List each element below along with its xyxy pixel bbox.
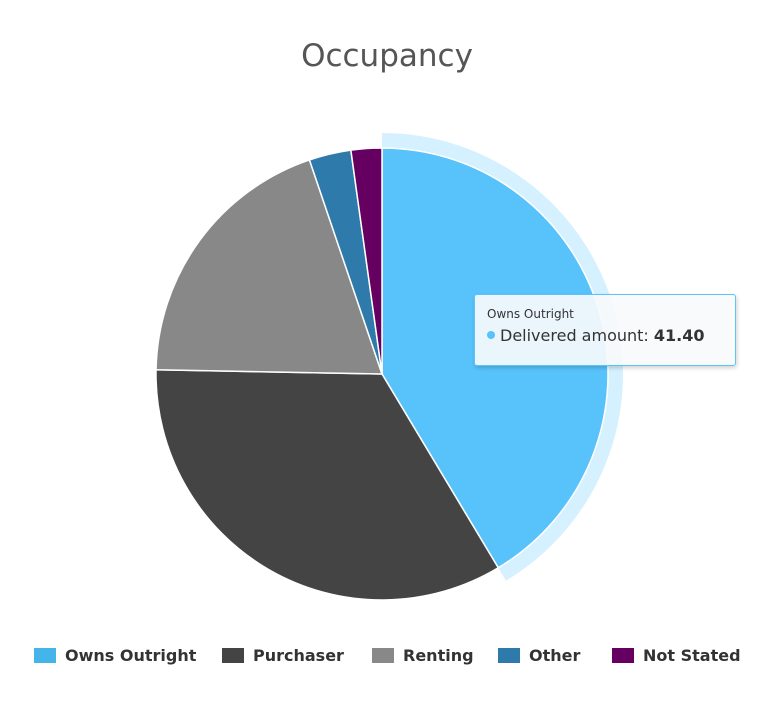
tooltip-value: 41.40 xyxy=(653,326,705,345)
legend-label: Other xyxy=(529,645,581,665)
legend-swatch xyxy=(222,647,244,663)
legend-swatch xyxy=(498,647,520,663)
legend-swatch xyxy=(612,647,634,663)
tooltip-line: Delivered amount: 41.40 xyxy=(487,326,725,345)
legend-swatch xyxy=(372,647,394,663)
tooltip-title: Owns Outright xyxy=(487,307,574,321)
legend-swatch xyxy=(34,647,56,663)
legend-item-owns-outright[interactable]: Owns Outright xyxy=(34,644,196,666)
legend-label: Renting xyxy=(403,645,474,665)
legend-label: Owns Outright xyxy=(65,645,197,665)
tooltip-colon: : xyxy=(643,326,654,345)
pie-slice-purchaser[interactable] xyxy=(155,368,500,601)
tooltip-series-dot xyxy=(487,330,495,339)
legend-label: Purchaser xyxy=(253,645,344,665)
tooltip: Owns Outright Delivered amount: 41.40 xyxy=(474,294,736,366)
tooltip-series-label: Delivered amount xyxy=(500,326,644,345)
legend-item-other[interactable]: Other xyxy=(498,644,580,666)
legend-item-not-stated[interactable]: Not Stated xyxy=(612,644,741,666)
legend: Owns Outright Purchaser Renting Other No… xyxy=(0,640,774,670)
legend-label: Not Stated xyxy=(643,645,741,665)
pie-slice-not-stated[interactable] xyxy=(350,147,383,375)
legend-item-purchaser[interactable]: Purchaser xyxy=(222,644,344,666)
pie-slice-renting[interactable] xyxy=(155,159,383,375)
legend-item-renting[interactable]: Renting xyxy=(372,644,474,666)
chart-title: Occupancy xyxy=(301,38,473,74)
